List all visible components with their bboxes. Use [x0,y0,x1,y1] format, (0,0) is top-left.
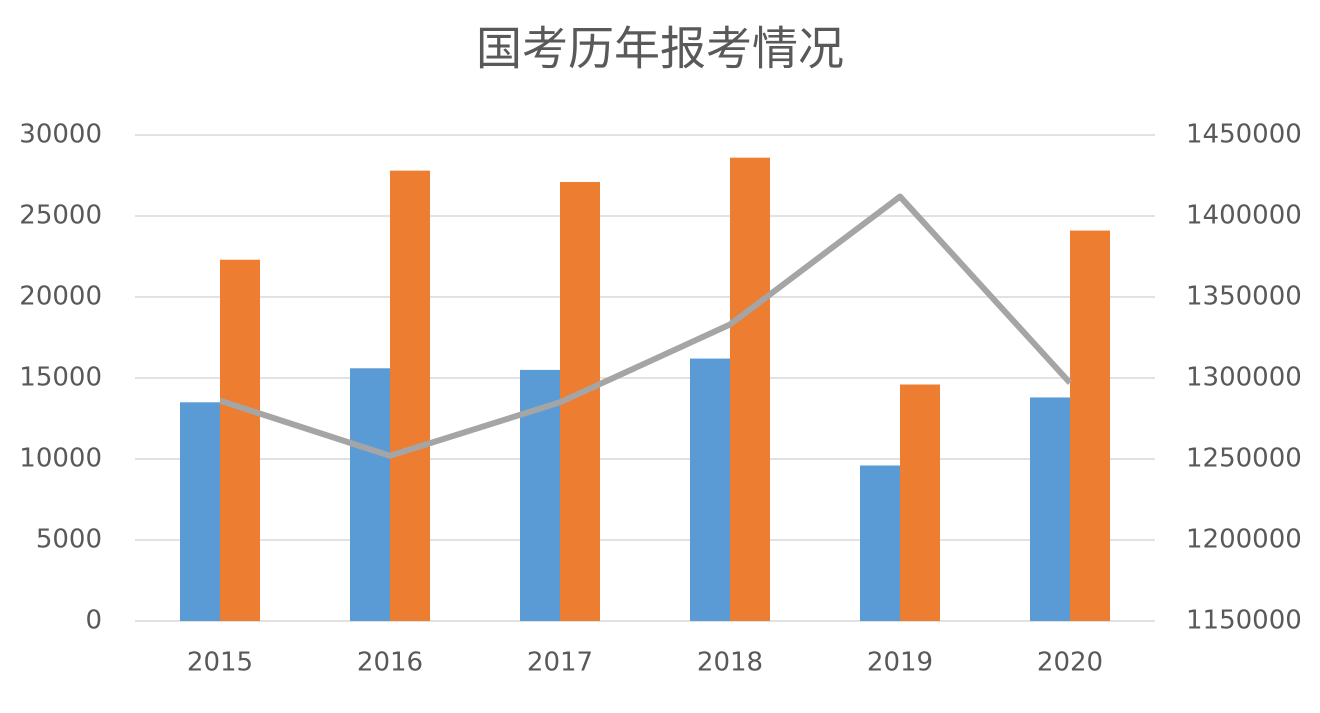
x-tick-label: 2015 [187,648,253,678]
bar [220,259,260,621]
y-tick-label: 30000 [19,120,102,150]
chart-title: 国考历年报考情况 [476,22,844,76]
bar [1030,397,1070,621]
y-tick-label: 10000 [19,444,102,474]
bar [860,465,900,621]
y2-tick-label: 1350000 [1186,282,1302,312]
x-tick-label: 2018 [697,648,763,678]
y-tick-label: 25000 [19,201,102,231]
bar [690,358,730,621]
y2-tick-label: 1250000 [1186,444,1302,474]
y2-tick-label: 1300000 [1186,363,1302,393]
x-tick-label: 2016 [357,648,423,678]
bar [1070,230,1110,621]
y2-tick-label: 1200000 [1186,525,1302,555]
y-tick-label: 0 [85,606,102,636]
bar [180,402,220,621]
y2-tick-label: 1400000 [1186,201,1302,231]
y2-tick-label: 1150000 [1186,606,1302,636]
line [219,193,1073,459]
x-tick-label: 2017 [527,648,593,678]
bar [350,368,390,621]
y-tick-label: 5000 [36,525,102,555]
y2-tick-label: 1450000 [1186,120,1302,150]
x-tick-label: 2020 [1037,648,1103,678]
y-tick-label: 15000 [19,363,102,393]
x-tick-label: 2019 [867,648,933,678]
bar [390,170,430,621]
bar [900,384,940,621]
y-tick-label: 20000 [19,282,102,312]
bar [730,157,770,621]
